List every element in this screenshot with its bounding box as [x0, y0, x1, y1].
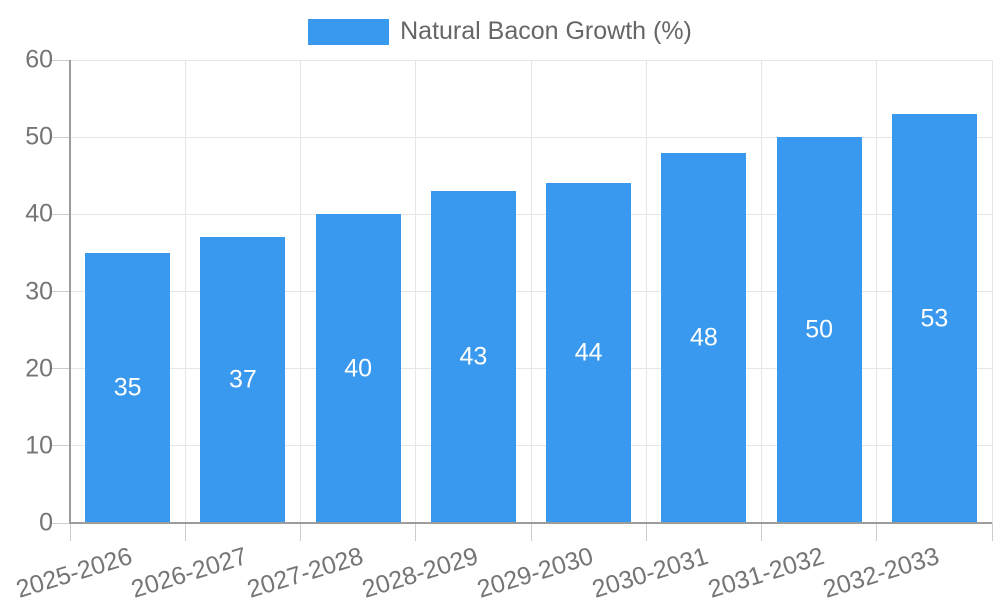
v-gridline: [991, 60, 993, 523]
x-tick-mark: [761, 523, 762, 541]
legend-swatch-icon: [308, 18, 390, 45]
legend-item[interactable]: Natural Bacon Growth (%): [308, 17, 692, 46]
x-tick-mark: [300, 523, 301, 541]
bar-value-label: 50: [805, 315, 834, 344]
x-tick-mark: [415, 523, 417, 541]
y-tick-mark: [50, 59, 70, 61]
bar: [891, 114, 977, 523]
y-tick-label: 10: [25, 431, 53, 460]
y-tick-mark: [50, 136, 70, 138]
x-axis-line: [68, 522, 992, 524]
bar-value-label: 37: [228, 365, 257, 394]
bar: [430, 191, 516, 523]
bar-value-label: 43: [459, 342, 488, 371]
v-gridline: [876, 60, 878, 523]
bar: [315, 214, 401, 523]
legend-label: Natural Bacon Growth (%): [400, 17, 692, 45]
y-tick-mark: [50, 445, 70, 447]
y-tick-label: 0: [39, 508, 53, 537]
x-tick-label: 2030-2031: [589, 542, 712, 600]
y-axis-line: [68, 60, 71, 524]
v-gridline: [530, 60, 532, 523]
bar-value-label: 48: [689, 323, 718, 352]
x-tick-mark: [991, 523, 993, 541]
y-tick-mark: [50, 522, 70, 524]
chart-legend: Natural Bacon Growth (%): [0, 17, 1000, 46]
x-tick-mark: [645, 523, 647, 541]
x-tick-mark: [530, 523, 532, 541]
x-tick-label: 2029-2030: [473, 542, 597, 600]
bar-value-label: 44: [574, 338, 603, 367]
y-tick-label: 20: [25, 354, 53, 383]
y-tick-mark: [50, 213, 70, 215]
y-tick-label: 50: [25, 122, 53, 151]
x-tick-label: 2032-2033: [819, 542, 943, 600]
y-tick-mark: [50, 368, 70, 370]
bar-value-label: 35: [113, 373, 142, 402]
bar: [661, 152, 747, 523]
x-tick-mark: [69, 523, 71, 541]
bar-value-label: 40: [344, 354, 373, 383]
y-tick-label: 60: [25, 45, 53, 74]
x-tick-mark: [184, 523, 186, 541]
x-tick-label: 2026-2027: [128, 542, 251, 600]
v-gridline: [300, 60, 301, 523]
v-gridline: [415, 60, 417, 523]
y-tick-label: 40: [25, 199, 53, 228]
x-tick-mark: [876, 523, 878, 541]
v-gridline: [645, 60, 647, 523]
x-tick-label: 2025-2026: [12, 542, 136, 600]
v-gridline: [184, 60, 186, 523]
bar-value-label: 53: [920, 304, 949, 332]
x-tick-label: 2031-2032: [704, 542, 828, 600]
bar: [85, 252, 171, 523]
y-tick-label: 30: [25, 277, 53, 305]
bar: [200, 237, 286, 523]
y-tick-mark: [50, 291, 70, 292]
x-tick-label: 2027-2028: [243, 542, 367, 600]
bar: [546, 183, 632, 523]
bar: [776, 137, 862, 523]
v-gridline: [761, 60, 762, 523]
x-tick-label: 2028-2029: [358, 542, 482, 600]
